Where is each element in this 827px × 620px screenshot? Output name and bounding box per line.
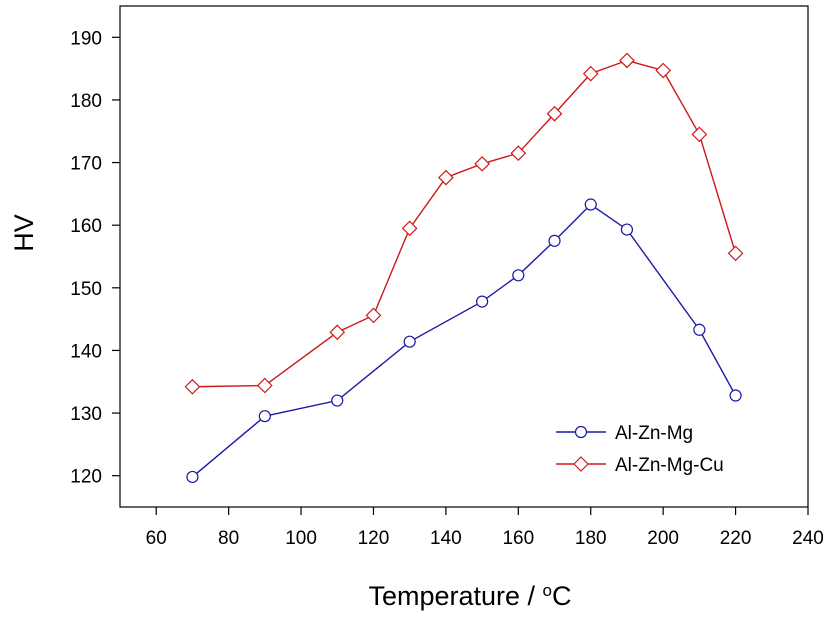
- data-point: [727, 245, 744, 262]
- y-tick-label: 150: [70, 279, 102, 300]
- x-axis-unit: C: [552, 581, 572, 611]
- data-point: [474, 155, 490, 172]
- x-axis: 60 80 100 120 140 160 180 200 220 240: [146, 507, 824, 549]
- x-axis-title-text: Temperature /: [368, 581, 542, 611]
- data-point: [619, 52, 635, 69]
- data-point: [512, 269, 525, 282]
- x-tick-label: 220: [720, 528, 752, 549]
- legend: Al-Zn-Mg Al-Zn-Mg-Cu: [556, 423, 724, 476]
- y-axis: 120 130 140 150 160 170 180 190: [70, 28, 120, 488]
- data-point: [186, 470, 199, 484]
- y-tick-label: 170: [70, 154, 102, 175]
- data-point: [546, 105, 563, 122]
- series-line: [192, 59, 737, 388]
- x-tick-label: 60: [146, 528, 167, 549]
- y-tick-label: 180: [70, 91, 102, 112]
- legend-label: Al-Zn-Mg-Cu: [615, 455, 724, 476]
- legend-marker: [573, 456, 589, 472]
- x-tick-label: 200: [647, 528, 679, 549]
- legend-marker: [574, 425, 588, 439]
- x-tick-label: 180: [575, 528, 607, 549]
- y-tick-label: 140: [70, 341, 102, 362]
- y-tick-label: 190: [70, 28, 102, 49]
- data-point: [693, 323, 706, 336]
- degree-symbol: o: [543, 581, 552, 600]
- data-point: [510, 145, 527, 162]
- data-point: [331, 394, 344, 407]
- data-point: [548, 234, 561, 247]
- plot-area: [119, 5, 809, 508]
- series-al-zn-mg-cu: [184, 52, 744, 395]
- series-layer: [184, 52, 744, 484]
- data-point: [729, 389, 742, 402]
- data-point: [438, 169, 454, 186]
- data-point: [256, 377, 273, 394]
- x-tick-label: 140: [430, 528, 462, 549]
- data-point: [584, 198, 597, 211]
- data-point: [655, 62, 672, 79]
- data-point: [691, 126, 708, 143]
- x-tick-label: 120: [358, 528, 390, 549]
- y-tick-label: 160: [70, 216, 102, 237]
- data-point: [582, 65, 599, 82]
- y-tick-label: 120: [70, 467, 102, 488]
- data-point: [329, 324, 346, 341]
- x-tick-label: 100: [285, 528, 317, 549]
- y-tick-label: 130: [70, 404, 102, 425]
- data-point: [401, 220, 418, 237]
- y-axis-title: HV: [9, 214, 39, 252]
- data-point: [620, 223, 634, 236]
- data-point: [403, 335, 416, 348]
- x-axis-title: Temperature / oC: [368, 581, 571, 612]
- data-point: [258, 410, 271, 423]
- x-tick-label: 240: [792, 528, 824, 549]
- x-tick-label: 160: [502, 528, 534, 549]
- plot-border: [119, 5, 809, 508]
- data-point: [365, 307, 382, 324]
- legend-label: Al-Zn-Mg: [615, 423, 693, 444]
- series-al-zn-mg: [186, 198, 742, 484]
- data-point: [476, 295, 489, 308]
- x-tick-label: 80: [218, 528, 239, 549]
- data-point: [184, 378, 201, 395]
